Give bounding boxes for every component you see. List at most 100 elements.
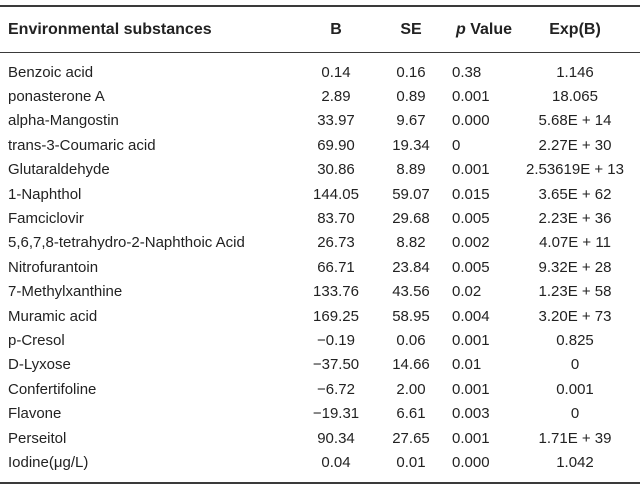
header-se: SE [400,20,422,38]
header-p-suffix: Value [465,20,513,38]
exp-b-cell: 0 [570,356,580,374]
b-cell: 169.25 [313,307,359,325]
se-cell: 29.68 [392,210,430,228]
exp-b-cell: 3.20E + 73 [538,307,612,325]
se-cell: 23.84 [392,258,430,276]
substance-cell: Muramic acid [8,307,98,325]
b-cell: −19.31 [312,405,360,423]
table-row: 7-Methylxanthine 133.76 43.56 0.02 1.23E + 5… [0,280,640,304]
substance-cell: alpha-Mangostin [8,112,119,130]
table-row: alpha-Mangostin 33.97 9.67 0.000 5.68E + 14 [0,109,640,133]
table-row: Iodine(μg/L) 0.04 0.01 0.000 1.042 [0,450,640,474]
table-row: Nitrofurantoin 66.71 23.84 0.005 9.32E + 28 [0,255,640,279]
header-exp-b: Exp(B) [549,20,601,38]
table-top-rule [0,5,640,7]
exp-b-cell: 5.68E + 14 [538,112,612,130]
p-value-cell: 0.38 [452,63,482,81]
b-cell: 0.14 [321,63,351,81]
se-cell: 0.16 [396,63,426,81]
exp-b-cell: 0.001 [556,380,594,398]
se-cell: 14.66 [392,356,430,374]
header-b: B [330,20,342,38]
exp-b-cell: 9.32E + 28 [538,258,612,276]
se-cell: 0.01 [396,453,426,471]
table-row: D-Lyxose −37.50 14.66 0.01 0 [0,353,640,377]
se-cell: 59.07 [392,185,430,203]
exp-b-cell: 1.042 [556,453,594,471]
p-value-cell: 0.01 [452,356,482,374]
substance-cell: Iodine(μg/L) [8,453,89,471]
table-row: 5,6,7,8-tetrahydro-2-Naphthoic Acid 26.73… [0,231,640,255]
p-value-cell: 0.02 [452,283,482,301]
b-cell: 66.71 [317,258,355,276]
p-value-cell: 0.001 [452,161,490,179]
substance-cell: p-Cresol [8,331,65,349]
p-value-cell: 0.000 [452,112,490,130]
substance-cell: ponasterone A [8,88,105,106]
p-value-cell: 0.005 [452,258,490,276]
se-cell: 0.06 [396,331,426,349]
header-p-value: p Value [446,21,522,39]
se-cell: 27.65 [392,429,430,447]
substance-cell: Famciclovir [8,210,84,228]
exp-b-cell: 1.146 [556,63,594,81]
substance-cell: D-Lyxose [8,356,71,374]
b-cell: 144.05 [313,185,359,203]
se-cell: 8.89 [396,161,426,179]
table-row: ponasterone A 2.89 0.89 0.001 18.065 [0,84,640,108]
table-body: Benzoic acid 0.14 0.16 0.38 1.146 ponasterone… [0,60,640,475]
table-bottom-rule [0,482,640,484]
table-header-row: Environmental substances B SE p Value Ex… [0,7,640,52]
header-substance: Environmental substances [8,20,212,38]
exp-b-cell: 2.27E + 30 [538,136,612,154]
b-cell: 133.76 [313,283,359,301]
substance-cell: 5,6,7,8-tetrahydro-2-Naphthoic Acid [8,234,245,252]
table-row: 1-Naphthol 144.05 59.07 0.015 3.65E + 62 [0,182,640,206]
se-cell: 0.89 [396,88,426,106]
substance-cell: Benzoic acid [8,63,94,81]
p-value-cell: 0.003 [452,405,490,423]
substance-cell: 1-Naphthol [8,185,82,203]
se-cell: 9.67 [396,112,426,130]
substance-cell: Glutaraldehyde [8,161,110,179]
substance-cell: trans-3-Coumaric acid [8,136,156,154]
p-value-cell: 0.000 [452,453,490,471]
exp-b-cell: 0 [570,405,580,423]
b-cell: 33.97 [317,112,355,130]
exp-b-cell: 4.07E + 11 [539,234,611,252]
table-row: Benzoic acid 0.14 0.16 0.38 1.146 [0,60,640,84]
exp-b-cell: 2.53619E + 13 [525,161,624,179]
p-value-cell: 0.005 [452,210,490,228]
se-cell: 2.00 [396,380,426,398]
table-row: Flavone −19.31 6.61 0.003 0 [0,401,640,425]
header-p-letter: p [455,20,466,38]
substance-cell: Flavone [8,405,62,423]
exp-b-cell: 2.23E + 36 [538,210,612,228]
b-cell: −0.19 [317,331,355,349]
table-row: p-Cresol −0.19 0.06 0.001 0.825 [0,328,640,352]
b-cell: −37.50 [312,356,360,374]
exp-b-cell: 0.825 [556,331,594,349]
table-row: Confertifoline −6.72 2.00 0.001 0.001 [0,377,640,401]
se-cell: 8.82 [396,234,426,252]
b-cell: 0.04 [321,453,351,471]
exp-b-cell: 1.23E + 58 [538,283,612,301]
b-cell: 83.70 [317,210,355,228]
b-cell: 30.86 [317,161,355,179]
p-value-cell: 0.001 [452,380,490,398]
exp-b-cell: 18.065 [552,88,598,106]
p-value-cell: 0.001 [452,331,490,349]
b-cell: 26.73 [317,234,355,252]
p-value-cell: 0.002 [452,234,490,252]
p-value-cell: 0.001 [452,88,490,106]
se-cell: 43.56 [392,283,430,301]
substance-cell: Nitrofurantoin [8,258,99,276]
table-row: Perseitol 90.34 27.65 0.001 1.71E + 39 [0,426,640,450]
se-cell: 58.95 [392,307,430,325]
se-cell: 6.61 [396,405,426,423]
b-cell: −6.72 [317,380,355,398]
table-row: Famciclovir 83.70 29.68 0.005 2.23E + 36 [0,206,640,230]
exp-b-cell: 3.65E + 62 [538,185,612,203]
substance-cell: Confertifoline [8,380,97,398]
